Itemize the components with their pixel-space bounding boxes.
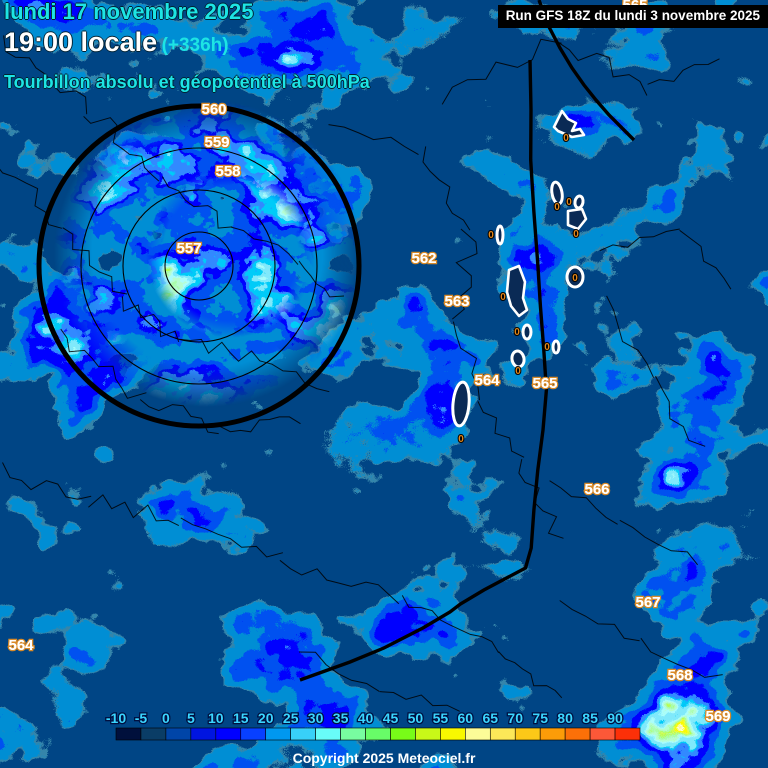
svg-text:0: 0 <box>544 342 550 353</box>
svg-text:0: 0 <box>566 197 572 208</box>
svg-text:70: 70 <box>507 710 523 726</box>
svg-text:557: 557 <box>176 240 201 257</box>
svg-text:0: 0 <box>563 133 569 144</box>
svg-text:564: 564 <box>8 637 34 654</box>
svg-text:0: 0 <box>162 710 170 726</box>
svg-text:85: 85 <box>582 710 598 726</box>
svg-text:568: 568 <box>667 667 692 684</box>
svg-text:567: 567 <box>635 594 660 611</box>
svg-text:0: 0 <box>573 229 579 240</box>
svg-text:562: 562 <box>411 250 436 267</box>
svg-text:15: 15 <box>233 710 249 726</box>
svg-text:-10: -10 <box>106 710 126 726</box>
svg-text:-5: -5 <box>135 710 148 726</box>
svg-text:0: 0 <box>500 292 506 303</box>
svg-text:0: 0 <box>554 202 560 213</box>
svg-text:60: 60 <box>458 710 474 726</box>
svg-text:30: 30 <box>308 710 324 726</box>
svg-text:80: 80 <box>557 710 573 726</box>
svg-text:35: 35 <box>333 710 349 726</box>
svg-text:55: 55 <box>433 710 449 726</box>
svg-text:45: 45 <box>383 710 399 726</box>
svg-text:65: 65 <box>483 710 499 726</box>
svg-text:569: 569 <box>705 708 730 725</box>
svg-text:75: 75 <box>532 710 548 726</box>
svg-text:10: 10 <box>208 710 224 726</box>
svg-text:90: 90 <box>607 710 623 726</box>
svg-text:0: 0 <box>572 273 578 284</box>
svg-text:558: 558 <box>215 163 240 180</box>
svg-text:0: 0 <box>458 434 464 445</box>
svg-text:559: 559 <box>204 134 229 151</box>
svg-text:50: 50 <box>408 710 424 726</box>
svg-text:565: 565 <box>532 375 557 392</box>
svg-text:0: 0 <box>488 230 494 241</box>
svg-text:0: 0 <box>514 327 520 338</box>
svg-text:0: 0 <box>515 366 521 377</box>
svg-text:560: 560 <box>201 101 226 118</box>
svg-text:563: 563 <box>444 293 469 310</box>
svg-text:564: 564 <box>474 372 500 389</box>
svg-text:25: 25 <box>283 710 299 726</box>
svg-text:566: 566 <box>584 481 609 498</box>
svg-text:40: 40 <box>358 710 374 726</box>
svg-text:5: 5 <box>187 710 195 726</box>
svg-text:20: 20 <box>258 710 274 726</box>
